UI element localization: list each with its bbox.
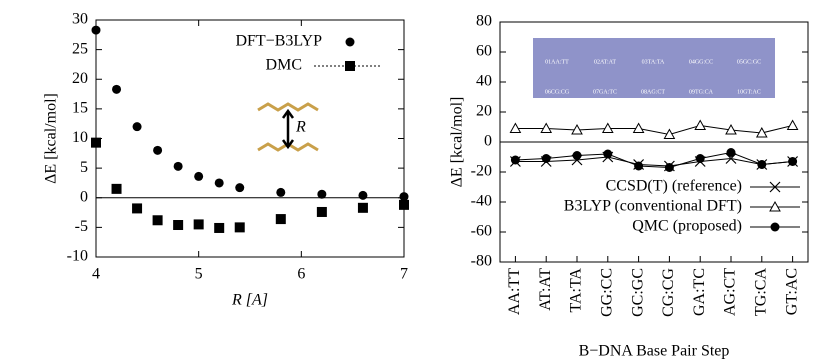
inset-label: 10GT:AC bbox=[737, 89, 761, 95]
inset-label: 05GC:GC bbox=[737, 59, 761, 65]
x-tick-label: GG:CC bbox=[598, 268, 615, 317]
x-tick-label: GC:GC bbox=[629, 268, 646, 317]
point bbox=[173, 220, 183, 230]
point bbox=[695, 121, 705, 130]
point bbox=[665, 163, 674, 172]
point bbox=[174, 162, 183, 171]
inset-label: 04GG:CC bbox=[689, 59, 713, 65]
point bbox=[771, 223, 780, 232]
point bbox=[153, 146, 162, 155]
y-axis-label: ΔE [kcal/mol] bbox=[449, 97, 466, 188]
x-axis-label: B−DNA Base Pair Step bbox=[579, 343, 730, 360]
y-tick-label: 20 bbox=[72, 70, 88, 87]
point bbox=[92, 26, 101, 35]
y-tick-label: 60 bbox=[476, 43, 492, 60]
point bbox=[235, 222, 245, 232]
inset-label: 08AG:CT bbox=[641, 89, 665, 95]
point bbox=[215, 178, 224, 187]
point bbox=[788, 121, 798, 130]
point bbox=[511, 156, 520, 165]
point bbox=[317, 207, 327, 217]
y-tick-label: 80 bbox=[476, 13, 492, 30]
point bbox=[603, 150, 612, 159]
point bbox=[399, 200, 409, 210]
series-line bbox=[515, 157, 792, 166]
inset-label: 02AT:AT bbox=[594, 59, 616, 65]
y-tick-label: -60 bbox=[471, 223, 492, 240]
x-tick-label: 5 bbox=[195, 266, 203, 283]
point bbox=[400, 192, 409, 201]
legend-label: DMC bbox=[266, 57, 302, 74]
point bbox=[112, 85, 121, 94]
point bbox=[235, 183, 244, 192]
y-tick-label: 0 bbox=[484, 133, 492, 150]
y-tick-label: -10 bbox=[67, 248, 88, 265]
point bbox=[696, 154, 705, 163]
distance-arrow bbox=[283, 111, 293, 147]
point bbox=[346, 38, 355, 47]
point bbox=[317, 190, 326, 199]
x-tick-label: 6 bbox=[297, 266, 305, 283]
inset-label: 03TA:TA bbox=[642, 59, 665, 65]
inset-label: 07GA:TC bbox=[593, 89, 617, 95]
annotation: R bbox=[295, 119, 306, 136]
inset-label: 01AA:TT bbox=[545, 59, 569, 65]
point bbox=[542, 154, 551, 163]
point bbox=[727, 148, 736, 157]
point bbox=[194, 219, 204, 229]
legend-label: DFT−B3LYP bbox=[235, 33, 322, 50]
point bbox=[214, 223, 224, 233]
x-tick-label: TG:CA bbox=[752, 268, 769, 316]
legend-label: QMC (proposed) bbox=[632, 218, 742, 235]
y-tick-label: -80 bbox=[471, 253, 492, 270]
figure: -10 -5 0 5 10 15 20 25 30 ΔE [kcal/mol] 4 5 6 7 R [A] R… bbox=[0, 0, 820, 362]
point bbox=[132, 203, 142, 213]
y-tick-label: 20 bbox=[476, 103, 492, 120]
series-line bbox=[515, 126, 792, 135]
y-tick-label: 40 bbox=[476, 73, 492, 90]
point bbox=[757, 160, 766, 169]
x-tick-label: TA:TA bbox=[568, 268, 585, 313]
y-tick-label: 30 bbox=[72, 11, 88, 28]
legend-label: B3LYP (conventional DFT) bbox=[564, 198, 742, 215]
point bbox=[788, 157, 797, 166]
point bbox=[358, 203, 368, 213]
x-tick-label: AG:CT bbox=[722, 268, 739, 316]
point bbox=[91, 138, 101, 148]
point bbox=[573, 151, 582, 160]
x-tick-label: 7 bbox=[400, 266, 408, 283]
y-tick-label: -20 bbox=[471, 163, 492, 180]
point bbox=[634, 162, 643, 171]
y-tick-label: 25 bbox=[72, 40, 88, 57]
inset-label: 06CG:CG bbox=[545, 89, 570, 95]
y-tick-label: -5 bbox=[75, 218, 88, 235]
point bbox=[345, 61, 355, 71]
inset-label: 09TG:CA bbox=[689, 89, 714, 95]
point bbox=[133, 122, 142, 131]
x-tick-label: AT:AT bbox=[537, 268, 554, 311]
y-tick-label: 5 bbox=[80, 159, 88, 176]
y-axis-label: ΔE [kcal/mol] bbox=[43, 93, 60, 184]
point bbox=[358, 191, 367, 200]
y-tick-label: -40 bbox=[471, 193, 492, 210]
x-tick-label: 4 bbox=[92, 266, 100, 283]
y-tick-label: 10 bbox=[72, 129, 88, 146]
legend-label: CCSD(T) (reference) bbox=[606, 178, 742, 195]
point bbox=[276, 214, 286, 224]
point bbox=[153, 215, 163, 225]
x-tick-label: GT:AC bbox=[783, 268, 800, 315]
point bbox=[112, 184, 122, 194]
x-tick-label: GA:TC bbox=[691, 268, 708, 316]
y-tick-label: 0 bbox=[80, 188, 88, 205]
x-axis-label: R [A] bbox=[231, 292, 268, 309]
point bbox=[194, 172, 203, 181]
y-tick-label: 15 bbox=[72, 100, 88, 117]
x-tick-label: AA:TT bbox=[506, 268, 523, 315]
plot-frame bbox=[96, 20, 404, 257]
x-tick-label: CG:CG bbox=[660, 268, 677, 317]
point bbox=[276, 188, 285, 197]
